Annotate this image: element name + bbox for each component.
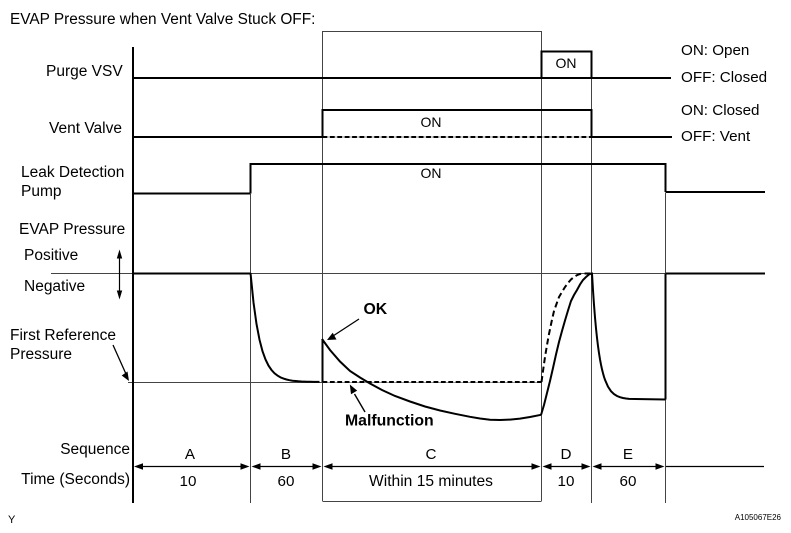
svg-text:Y: Y (8, 514, 16, 526)
svg-text:ON: ON (421, 114, 442, 130)
svg-text:Pump: Pump (21, 183, 62, 200)
svg-text:Malfunction: Malfunction (345, 413, 434, 430)
svg-text:A105067E26: A105067E26 (735, 513, 782, 522)
svg-text:ON: ON (556, 55, 577, 71)
svg-text:A: A (185, 446, 196, 463)
svg-text:60: 60 (278, 473, 295, 490)
svg-text:ON: Closed: ON: Closed (681, 102, 760, 119)
svg-text:EVAP Pressure: EVAP Pressure (19, 221, 125, 238)
svg-text:60: 60 (620, 473, 637, 490)
svg-text:Pressure: Pressure (10, 346, 72, 363)
svg-text:EVAP Pressure when Vent Valve: EVAP Pressure when Vent Valve Stuck OFF: (10, 11, 315, 28)
svg-text:Leak Detection: Leak Detection (21, 164, 124, 181)
svg-text:OK: OK (364, 301, 388, 318)
svg-text:Vent Valve: Vent Valve (49, 120, 122, 137)
svg-text:10: 10 (558, 473, 575, 490)
svg-text:B: B (281, 446, 291, 463)
svg-text:Positive: Positive (24, 247, 78, 264)
svg-text:Purge VSV: Purge VSV (46, 63, 123, 80)
svg-text:ON: ON (421, 165, 442, 181)
svg-text:OFF: Closed: OFF: Closed (681, 69, 767, 86)
svg-text:10: 10 (180, 473, 197, 490)
svg-text:Time (Seconds): Time (Seconds) (21, 471, 130, 488)
svg-text:D: D (561, 446, 572, 463)
svg-text:Within 15 minutes: Within 15 minutes (369, 473, 493, 490)
svg-text:ON: Open: ON: Open (681, 42, 749, 59)
svg-text:Negative: Negative (24, 278, 85, 295)
svg-text:First Reference: First Reference (10, 327, 116, 344)
svg-text:C: C (426, 446, 437, 463)
svg-text:Sequence: Sequence (60, 441, 130, 458)
svg-text:OFF: Vent: OFF: Vent (681, 128, 751, 145)
svg-text:E: E (623, 446, 633, 463)
